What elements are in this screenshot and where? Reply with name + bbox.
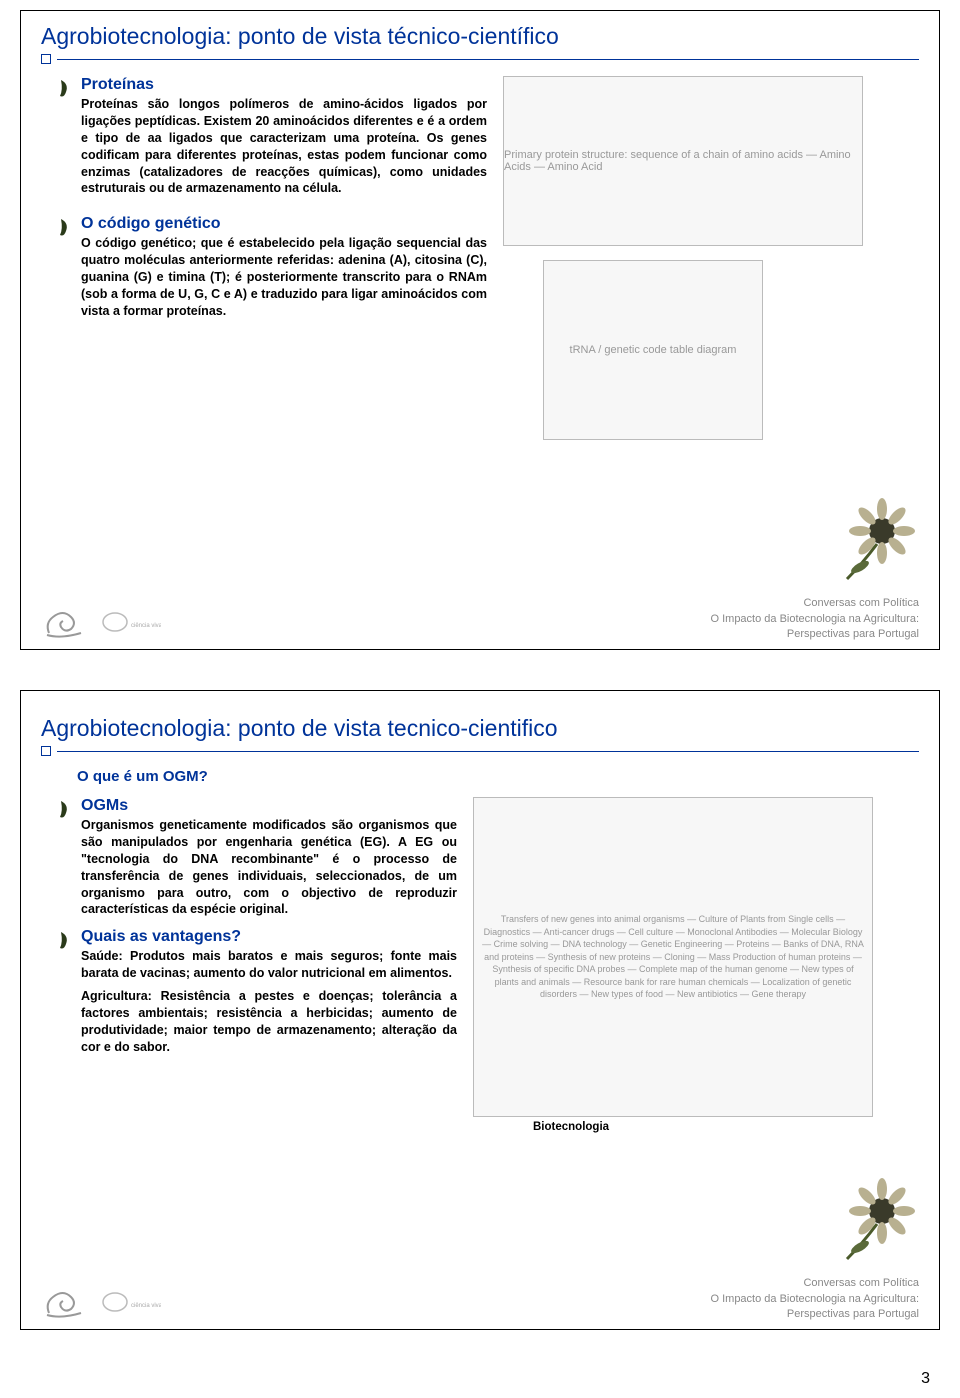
svg-text:ciência viva: ciência viva [131,623,161,629]
section-heading: Quais as vantagens? [81,928,457,946]
thorn-icon [57,799,75,821]
rule-line [57,59,919,60]
title-rule [21,54,939,64]
slide-title: Agrobiotecnologia: ponto de vista técnic… [21,11,939,54]
sunflower-icon [832,489,927,589]
section-content: OGMs Organismos geneticamente modificado… [81,797,457,918]
section-body: Proteínas são longos polímeros de amino-… [81,96,487,197]
section-codigo-genetico: O código genético O código genético; que… [57,215,487,319]
partner-logo-icon: ciência viva [101,609,161,635]
footer-line1: Conversas com Política [710,596,919,610]
page-number: 3 [20,1370,940,1388]
snail-logo-icon [41,1285,91,1319]
left-column: Proteínas Proteínas são longos polímeros… [57,76,487,440]
diagram-caption: Biotecnologia [473,1121,903,1133]
footer-line2: O Impacto da Biotecnologia na Agricultur… [710,1292,919,1306]
section-heading: OGMs [81,797,457,815]
section-body-b: Agricultura: Resistência a pestes e doen… [81,988,457,1056]
rule-line [57,751,919,752]
snail-logo-icon [41,605,91,639]
section-content: Quais as vantagens? Saúde: Produtos mais… [81,928,457,1055]
rule-box-icon [41,54,51,64]
footer-line1: Conversas com Política [710,1276,919,1290]
genetic-code-image: tRNA / genetic code table diagram [543,260,763,440]
slide-body: Proteínas Proteínas são longos polímeros… [21,76,939,440]
slide-2: Agrobiotecnologia: ponto de vista tecnic… [20,690,940,1330]
footer-logos: ciência viva [41,1285,161,1319]
right-column: Primary protein structure: sequence of a… [503,76,903,440]
footer-text: Conversas com Política O Impacto da Biot… [710,1276,919,1321]
left-column: OGMs Organismos geneticamente modificado… [57,797,457,1133]
section-heading: Proteínas [81,76,487,94]
section-body-a: Saúde: Produtos mais baratos e mais segu… [81,948,457,982]
footer-line2: O Impacto da Biotecnologia na Agricultur… [710,612,919,626]
section-ogms: OGMs Organismos geneticamente modificado… [57,797,457,918]
slide-1: Agrobiotecnologia: ponto de vista técnic… [20,10,940,650]
section-proteinas: Proteínas Proteínas são longos polímeros… [57,76,487,197]
footer-line3: Perspectivas para Portugal [710,627,919,641]
slide-body: OGMs Organismos geneticamente modificado… [21,797,939,1133]
section-vantagens: Quais as vantagens? Saúde: Produtos mais… [57,928,457,1055]
section-content: O código genético O código genético; que… [81,215,487,319]
thorn-icon [57,78,75,100]
partner-logo-icon: ciência viva [101,1289,161,1315]
footer-logos: ciência viva [41,605,161,639]
section-body: Organismos geneticamente modificados são… [81,817,457,918]
biotech-diagram-image: Transfers of new genes into animal organ… [473,797,873,1117]
footer-line3: Perspectivas para Portugal [710,1307,919,1321]
right-column: Transfers of new genes into animal organ… [473,797,903,1133]
sub-question: O que é um OGM? [21,768,939,785]
footer-text: Conversas com Política O Impacto da Biot… [710,596,919,641]
thorn-icon [57,930,75,952]
slide-title: Agrobiotecnologia: ponto de vista tecnic… [21,691,939,746]
title-rule [21,746,939,756]
protein-chain-image: Primary protein structure: sequence of a… [503,76,863,246]
section-body: O código genético; que é estabelecido pe… [81,235,487,319]
section-heading: O código genético [81,215,487,233]
svg-text:ciência viva: ciência viva [131,1303,161,1309]
rule-box-icon [41,746,51,756]
sunflower-icon [832,1169,927,1269]
section-content: Proteínas Proteínas são longos polímeros… [81,76,487,197]
thorn-icon [57,217,75,239]
